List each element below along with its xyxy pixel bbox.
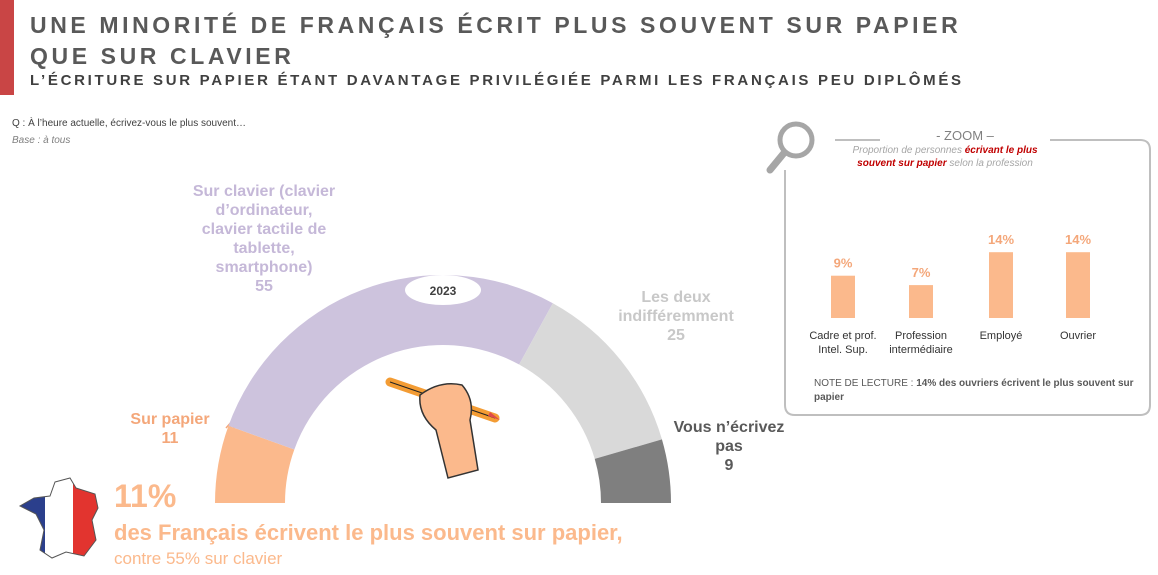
label-paper: Sur papier 11 xyxy=(110,410,230,448)
zoom-subtitle: Proportion de personnes écrivant le plus… xyxy=(845,144,1045,170)
bar xyxy=(909,285,933,318)
value: 9 xyxy=(724,457,734,474)
accent-bar xyxy=(0,0,14,95)
value-label: 14% xyxy=(1065,232,1091,247)
label-both: Les deux indifféremment 25 xyxy=(612,288,740,345)
center-label-bg xyxy=(405,275,481,305)
value: 25 xyxy=(667,327,685,344)
note-text: 14% des ouvriers écrivent le plus souven… xyxy=(814,378,1134,403)
donut-segment xyxy=(594,439,671,503)
value: 55 xyxy=(255,278,273,295)
question: Q : À l’heure actuelle, écrivez-vous le … xyxy=(12,118,246,129)
value: 11 xyxy=(161,430,179,447)
highlight-line-2: contre 55% sur clavier xyxy=(114,549,283,568)
donut-segment xyxy=(228,275,553,450)
text-red: écrivant le plus souvent sur papier xyxy=(857,145,1038,169)
label-keyboard: Sur clavier (clavier d’ordinateur, clavi… xyxy=(188,182,340,296)
france-outline xyxy=(18,477,99,559)
category: Vous n’écrivez pas xyxy=(673,419,785,455)
note-label: NOTE DE LECTURE : xyxy=(814,378,917,389)
category-label: Employé xyxy=(979,330,1023,342)
value-label: 14% xyxy=(988,232,1014,247)
subtitle: L’ÉCRITURE SUR PAPIER ÉTANT DAVANTAGE PR… xyxy=(30,72,964,89)
bar xyxy=(989,252,1013,318)
text: Proportion de personnes xyxy=(852,145,965,156)
category-label: Cadre et prof. Intel. Sup. xyxy=(809,330,877,356)
france-flag-map xyxy=(20,478,98,558)
category-label: Ouvrier xyxy=(1059,330,1097,342)
zoom-frame xyxy=(784,139,1151,416)
donut-segment xyxy=(215,425,295,503)
hand-pencil-icon xyxy=(385,377,500,479)
highlight-line-1: des Français écrivent le plus souvent su… xyxy=(114,520,623,545)
text: selon la profession xyxy=(946,158,1033,169)
center-label: 2023 xyxy=(430,284,457,298)
category-label: Profession intermédiaire xyxy=(889,330,953,356)
bar xyxy=(1066,252,1090,318)
value-label: 9% xyxy=(834,256,853,271)
donut-segment xyxy=(519,303,662,459)
value-label: 7% xyxy=(912,265,931,280)
zoom-note: NOTE DE LECTURE : 14% des ouvriers écriv… xyxy=(814,377,1134,405)
highlight-number: 11% xyxy=(114,478,177,514)
category: Les deux indifféremment xyxy=(618,289,734,325)
category: Sur papier xyxy=(130,411,210,428)
title-line-1: UNE MINORITÉ DE FRANÇAIS ÉCRIT PLUS SOUV… xyxy=(30,12,962,38)
bar xyxy=(831,275,855,318)
title-line-2: QUE SUR CLAVIER xyxy=(30,43,295,69)
label-none: Vous n’écrivez pas 9 xyxy=(664,418,794,475)
zoom-title: - ZOOM – xyxy=(880,128,1050,143)
category: Sur clavier (clavier d’ordinateur, clavi… xyxy=(192,183,336,276)
magnifier-icon xyxy=(766,121,815,174)
base: Base : à tous xyxy=(12,135,71,146)
